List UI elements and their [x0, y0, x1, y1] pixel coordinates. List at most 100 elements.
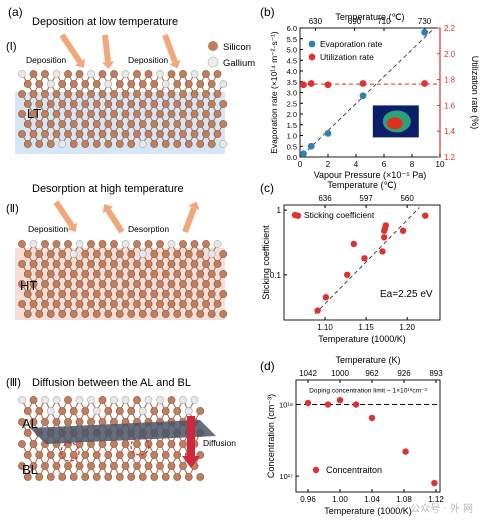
utilization-point — [300, 81, 307, 89]
silicon-atom — [104, 310, 113, 318]
silicon-atom — [87, 90, 95, 98]
silicon-atom — [81, 310, 90, 318]
top-tick-label: 630 — [309, 17, 323, 26]
silicon-atom — [115, 250, 124, 258]
silicon-atom — [161, 140, 170, 148]
silicon-atom — [190, 260, 199, 268]
silicon-atom — [69, 451, 78, 459]
silicon-atom — [98, 260, 107, 268]
silicon-atom — [64, 70, 72, 78]
x-tick-label: 1.15 — [358, 323, 374, 332]
silicon-atom — [133, 70, 141, 78]
diffusion-bar — [187, 416, 195, 458]
silicon-atom — [58, 270, 67, 278]
desorption-arrow-head — [102, 204, 114, 214]
gallium-atom — [121, 240, 130, 248]
evaporation-point — [421, 28, 428, 36]
silicon-atom — [58, 250, 67, 258]
silicon-atom — [98, 396, 107, 404]
silicon-atom — [69, 120, 78, 128]
x-tick-label: 8 — [410, 160, 415, 169]
concentration-point — [352, 401, 360, 408]
silicon-atom — [18, 280, 26, 288]
silicon-atom — [75, 70, 84, 78]
silicon-atom — [133, 110, 141, 118]
sticking-point — [361, 255, 368, 262]
silicon-atom — [46, 140, 55, 148]
silicon-atom — [167, 260, 176, 268]
silicon-atom — [41, 462, 49, 470]
silicon-atom — [52, 90, 61, 98]
silicon-atom — [156, 130, 164, 138]
silicon-atom — [213, 70, 222, 78]
silicon-atom — [58, 473, 67, 481]
silicon-atom — [115, 473, 124, 481]
silicon-atom — [196, 140, 205, 148]
silicon-atom — [121, 440, 130, 448]
silicon-atom — [75, 280, 84, 288]
silicon-atom — [29, 130, 38, 138]
row-1-arrow-left-label: Deposition — [26, 55, 66, 65]
silicon-atom — [150, 290, 159, 298]
gallium-atom — [92, 407, 101, 415]
x-tick-label: 4 — [354, 160, 359, 169]
silicon-legend-marker — [208, 41, 218, 51]
row-1-numeral: (Ⅰ) — [6, 41, 17, 53]
silicon-atom — [133, 240, 141, 248]
silicon-atom — [196, 290, 205, 298]
silicon-atom — [92, 270, 101, 278]
sticking-point — [422, 212, 429, 219]
silicon-atom — [179, 280, 187, 288]
silicon-atom — [52, 130, 61, 138]
silicon-atom — [196, 407, 205, 415]
silicon-atom — [92, 290, 101, 298]
silicon-atom — [87, 280, 95, 288]
gallium-atom — [18, 70, 26, 78]
silicon-atom — [167, 110, 176, 118]
silicon-atom — [127, 473, 136, 481]
x-tick-label: 1.04 — [364, 495, 380, 504]
silicon-atom — [69, 100, 78, 108]
silicon-atom — [207, 100, 216, 108]
silicon-atom — [184, 290, 193, 298]
silicon-atom — [127, 270, 136, 278]
row-2-arrow-left-label: Deposition — [28, 224, 68, 234]
y-tick-label: 1.5 — [287, 121, 297, 130]
silicon-atom — [173, 270, 182, 278]
silicon-atom — [184, 120, 193, 128]
gallium-atom — [156, 396, 164, 404]
silicon-atom — [35, 80, 44, 88]
x-tick-label: 0 — [298, 160, 303, 169]
silicon-atom — [35, 473, 44, 481]
top-axis-label: Temperature (℃) — [335, 12, 404, 22]
silicon-atom — [23, 250, 32, 258]
silicon-atom — [18, 110, 26, 118]
silicon-atom — [58, 120, 67, 128]
silicon-atom — [156, 300, 164, 308]
silicon-atom — [179, 440, 187, 448]
legend-label-sticking: Sticking coefficient — [304, 210, 375, 220]
silicon-atom — [115, 407, 124, 415]
silicon-atom — [127, 310, 136, 318]
row-2-numeral: (Ⅱ) — [6, 203, 19, 215]
silicon-atom — [29, 300, 38, 308]
legend-marker-utilization — [308, 53, 316, 61]
silicon-atom — [81, 80, 90, 88]
silicon-atom — [167, 130, 176, 138]
y-tick-label: 0.1 — [270, 271, 282, 280]
evaporation-point — [324, 129, 332, 137]
gallium-atom — [121, 70, 130, 78]
silicon-atom — [104, 407, 113, 415]
gallium-atom — [87, 396, 95, 404]
silicon-atom — [23, 100, 32, 108]
silicon-atom — [35, 407, 44, 415]
silicon-atom — [81, 100, 90, 108]
silicon-atom — [138, 100, 147, 108]
silicon-atom — [87, 260, 95, 268]
silicon-atom — [58, 407, 67, 415]
silicon-atom — [121, 462, 130, 470]
silicon-atom — [219, 250, 228, 258]
silicon-atom — [98, 440, 107, 448]
silicon-atom — [35, 270, 44, 278]
